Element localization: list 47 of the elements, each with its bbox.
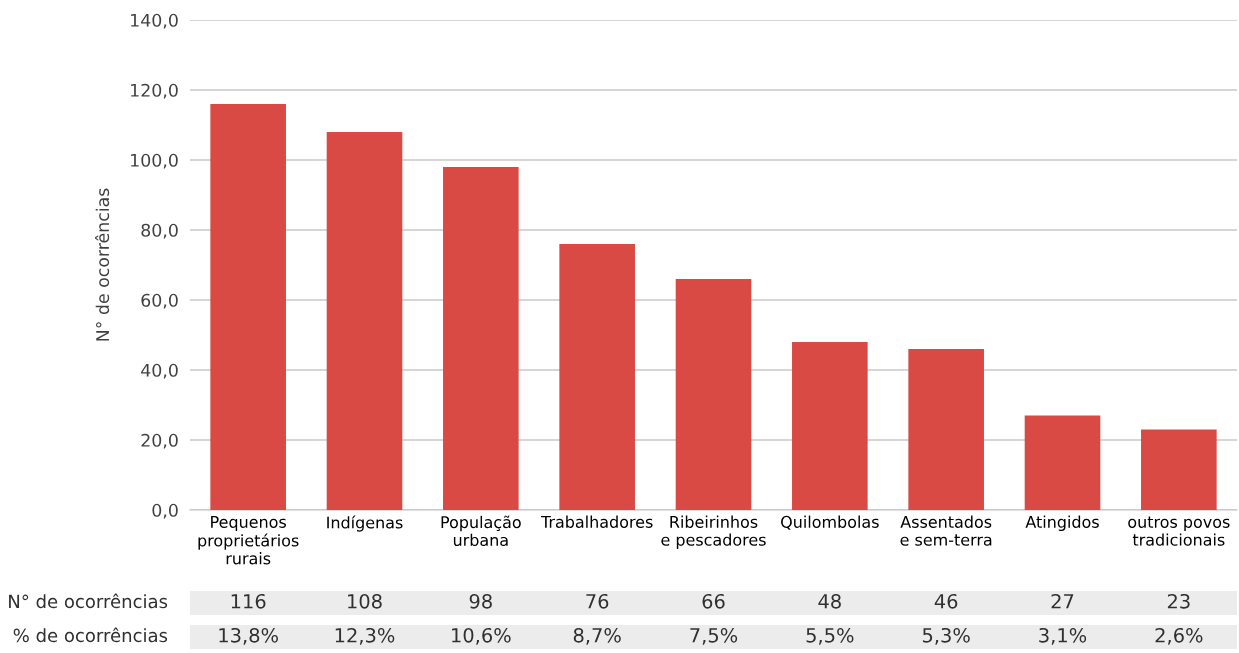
bar bbox=[1141, 429, 1217, 510]
data-label: 76 bbox=[586, 593, 609, 609]
data-label: 48 bbox=[818, 593, 841, 609]
y-tick-label: 60,0 bbox=[141, 293, 178, 309]
bar bbox=[326, 132, 403, 510]
bar bbox=[1024, 415, 1101, 510]
y-tick-label: 140,0 bbox=[131, 13, 178, 29]
bar bbox=[210, 104, 286, 510]
text: 2,6% bbox=[1155, 627, 1203, 645]
data-label: 46 bbox=[934, 593, 958, 609]
x-tick-label: Trabalhadores bbox=[540, 515, 653, 528]
x-tick-label: Pequenos proprietários rurais bbox=[198, 516, 299, 565]
text: 12,3% bbox=[335, 627, 395, 645]
data-label: 23 bbox=[1167, 593, 1190, 609]
data-label: 66 bbox=[702, 593, 725, 609]
data-label: 27 bbox=[1051, 593, 1074, 609]
x-tick-label: Indígenas bbox=[327, 515, 403, 532]
bar bbox=[559, 244, 635, 510]
text: N° de ocorrências bbox=[9, 593, 168, 609]
x-tick-label: Ribeirinhos e pescadores bbox=[661, 515, 766, 549]
data-label: 98 bbox=[469, 593, 492, 609]
x-tick-label: Atingidos bbox=[1025, 515, 1099, 532]
text: 10,6% bbox=[452, 627, 511, 645]
text: 7,5% bbox=[690, 627, 738, 645]
y-tick-label: 80,0 bbox=[141, 223, 178, 239]
y-tick-label: 120,0 bbox=[131, 83, 178, 99]
bar bbox=[908, 349, 984, 510]
data-label: 116 bbox=[231, 593, 266, 609]
y-tick-label: 40,0 bbox=[141, 363, 178, 379]
bar bbox=[443, 167, 519, 510]
text: % de ocorrências bbox=[13, 627, 168, 643]
text: 13,8% bbox=[219, 627, 278, 645]
y-tick-label: 0,0 bbox=[152, 503, 178, 519]
x-tick-label: outros povos tradicionais bbox=[1128, 516, 1230, 546]
x-tick-label: Assentados e sem-terra bbox=[900, 515, 992, 546]
x-tick-label: População urbana bbox=[441, 515, 521, 547]
text: 5,5% bbox=[806, 627, 854, 645]
bar bbox=[675, 279, 752, 510]
y-tick-label: 100,0 bbox=[131, 153, 178, 169]
y-tick-label: 20,0 bbox=[141, 433, 178, 449]
y-axis-title: N° de ocorrências bbox=[95, 188, 110, 341]
text: 5,3% bbox=[922, 627, 970, 645]
text: 8,7% bbox=[573, 627, 621, 645]
data-label: 108 bbox=[348, 593, 382, 609]
text: 3,1% bbox=[1039, 627, 1087, 645]
bar bbox=[792, 342, 868, 510]
x-tick-label: Quilombolas bbox=[781, 515, 879, 530]
